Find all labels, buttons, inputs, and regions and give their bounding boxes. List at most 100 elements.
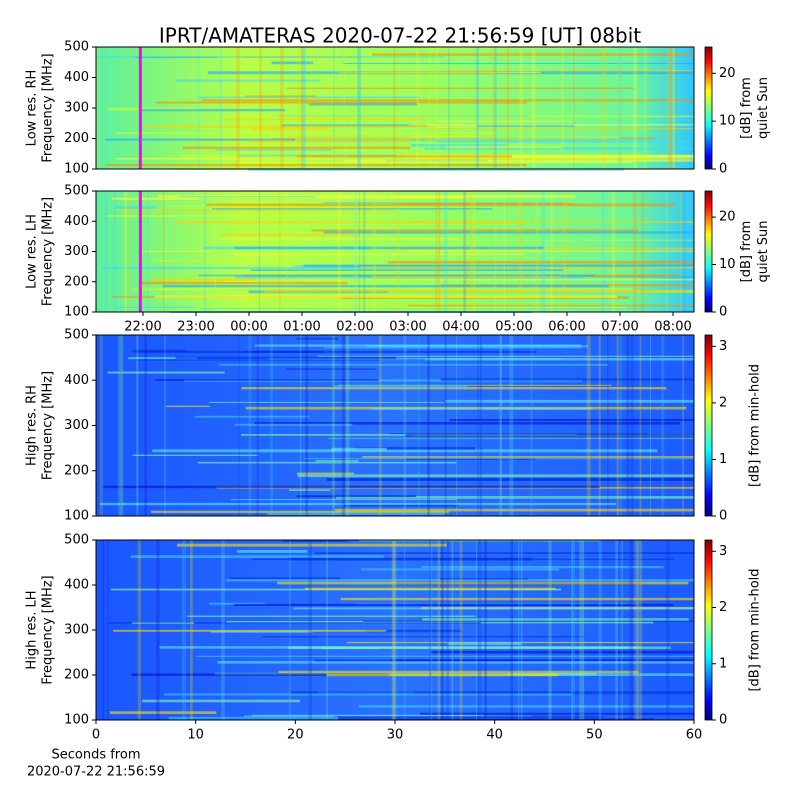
spectrogram-texture — [371, 407, 593, 410]
spectrogram-texture — [211, 208, 493, 210]
spectrogram-texture — [131, 349, 187, 352]
spectrogram-texture — [425, 358, 694, 361]
x-tick-label: 10 — [187, 728, 204, 743]
spectrogram-texture — [236, 549, 308, 553]
spectrogram-texture — [245, 95, 317, 97]
spectrogram-texture — [443, 69, 694, 73]
spectrogram-texture — [444, 335, 447, 516]
spectrogram-texture — [234, 246, 544, 250]
spectrogram-texture — [115, 157, 339, 160]
spectrogram-texture — [197, 47, 200, 169]
y-axis-label: Low res. LH — [25, 214, 40, 289]
colorbar-label: [dB] from — [739, 221, 754, 283]
spectrogram-texture — [279, 191, 281, 312]
x-tick-label: 30 — [387, 728, 404, 743]
colorbar-tick-label: 0 — [719, 509, 727, 524]
spectrogram-texture — [421, 278, 694, 281]
spectrogram-texture — [372, 276, 562, 278]
spectrogram-texture — [175, 356, 397, 359]
spectrogram-texture — [179, 196, 317, 198]
colorbar-tick-label: 2 — [719, 395, 727, 410]
spectrogram-texture — [217, 661, 694, 664]
spectrogram-texture — [299, 335, 302, 516]
spectrogram-texture — [573, 47, 575, 169]
spectrogram-texture — [176, 221, 527, 224]
x-tick-label: 22:00 — [124, 320, 161, 335]
y-tick-label: 100 — [64, 162, 89, 177]
spectrogram-texture — [404, 434, 694, 437]
spectrogram-texture — [531, 47, 536, 169]
spectrogram-texture — [535, 191, 538, 312]
spectrogram-texture — [448, 47, 450, 169]
spectrogram-texture — [665, 540, 670, 720]
spectrogram-texture — [297, 472, 354, 475]
spectrogram-texture — [115, 132, 498, 135]
spectrogram-texture — [103, 485, 600, 489]
x-tick-label: 23:00 — [177, 320, 214, 335]
spectrogram-texture — [300, 47, 305, 169]
spectrogram-texture — [358, 191, 360, 312]
spectrogram-texture — [494, 191, 497, 312]
spectrogram-texture — [316, 196, 469, 199]
spectrogram-texture — [357, 47, 361, 169]
spectrogram-texture — [520, 540, 523, 720]
spectrogram-texture — [441, 540, 444, 720]
spectrogram-texture — [249, 127, 328, 131]
spectrogram-texture — [238, 335, 240, 516]
spectrogram-texture — [420, 712, 694, 715]
spectrogram-texture — [560, 47, 565, 169]
spectrogram-texture — [229, 577, 341, 580]
spectrogram-texture — [105, 138, 295, 141]
spectrogram-texture — [130, 555, 384, 559]
colorbar — [704, 539, 713, 721]
spectrogram-texture — [155, 101, 527, 104]
colorbar-tick-label: 3 — [719, 544, 727, 559]
spectrogram-texture — [303, 458, 694, 460]
spectrogram-texture — [418, 335, 420, 516]
spectrogram-texture — [344, 504, 458, 507]
spectrogram-texture — [631, 540, 633, 720]
spectrogram-texture — [639, 540, 643, 720]
spectrogram-texture — [254, 344, 581, 347]
spectrogram-texture — [362, 620, 694, 622]
x-tick-label: 02:00 — [336, 320, 373, 335]
colorbar-tick-label: 10 — [719, 257, 736, 272]
spectrogram-texture — [421, 566, 664, 569]
spectrogram-texture — [111, 197, 199, 200]
spectrogram-texture — [449, 418, 694, 422]
spectrogram-texture — [463, 191, 466, 312]
spectrogram-texture — [682, 335, 684, 516]
spectrogram-texture — [186, 718, 654, 720]
figure-title: IPRT/AMATERAS 2020-07-22 21:56:59 [UT] 0… — [159, 24, 641, 48]
spectrogram-texture — [153, 260, 299, 262]
spectrogram-texture — [144, 335, 147, 516]
spectrogram-texture — [260, 157, 694, 160]
spectrogram-texture — [146, 191, 149, 312]
spectrogram-texture — [109, 711, 217, 715]
spectrogram-texture — [267, 358, 562, 360]
spectrogram-texture — [187, 615, 476, 617]
spectrogram-texture — [254, 422, 680, 425]
spectrogram-texture — [134, 56, 218, 58]
spectrogram-texture — [426, 47, 611, 49]
spectrogram-texture — [323, 202, 566, 204]
spectrogram-texture — [219, 233, 360, 237]
spectrogram-texture — [491, 47, 495, 169]
spectrogram-texture — [358, 540, 600, 542]
spectrogram-texture — [206, 203, 675, 207]
spectrogram-texture — [429, 540, 433, 720]
colorbar-label: [dB] from — [739, 77, 754, 139]
spectrogram-texture — [410, 143, 507, 147]
spectrogram-texture — [304, 47, 307, 169]
colorbar-tick-label: 20 — [719, 210, 736, 225]
spectrogram-texture — [661, 335, 665, 516]
spectrogram-texture — [297, 474, 694, 478]
spectrogram-texture — [343, 159, 694, 162]
spectrogram-texture — [571, 540, 573, 720]
spectrogram-texture — [105, 163, 527, 167]
spectrogram-texture — [113, 629, 387, 632]
colorbar-tick-label: 1 — [719, 452, 727, 467]
spectrogram-texture — [248, 335, 252, 516]
spectrogram-texture — [317, 355, 694, 357]
spectrogram-texture — [626, 335, 630, 516]
